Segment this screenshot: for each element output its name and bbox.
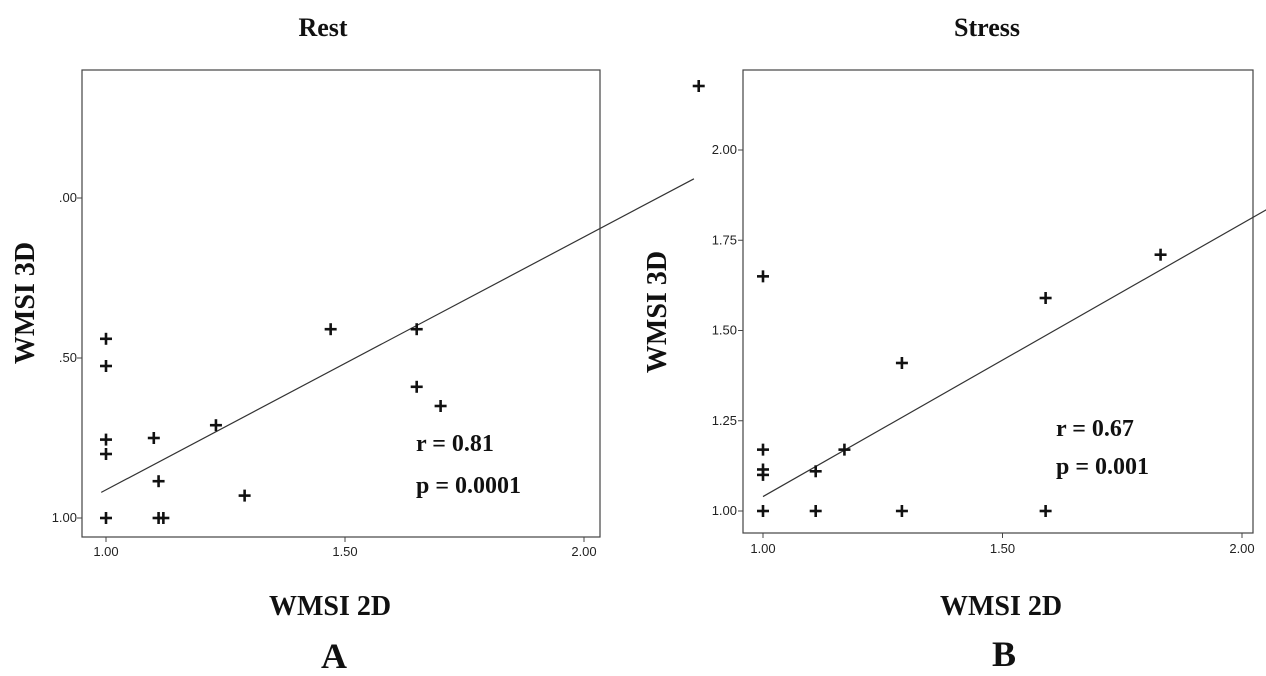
- panel-letter: A: [321, 636, 347, 676]
- y-tick-label: .50: [59, 350, 77, 365]
- x-tick-label: 1.50: [332, 544, 357, 559]
- data-point: [157, 512, 170, 524]
- y-tick-label: 1.00: [712, 503, 737, 518]
- tick-layer: 1.00 1.50 2.00 1.00 .50 .00: [52, 190, 597, 559]
- y-tick-label: 1.50: [712, 323, 737, 338]
- y-tick-label: 1.25: [712, 413, 737, 428]
- data-point: [238, 489, 251, 502]
- panel-letter: B: [992, 634, 1016, 674]
- data-point: [692, 80, 705, 92]
- fit-line-layer: [762, 209, 1266, 498]
- x-tick-label: 1.00: [93, 544, 118, 559]
- r-annotation: r = 0.81: [416, 431, 494, 457]
- regression-line: [100, 178, 695, 493]
- data-point: [1154, 248, 1167, 261]
- p-annotation: p = 0.001: [1056, 454, 1149, 480]
- y-tick-label: 1.00: [52, 510, 77, 525]
- data-point: [757, 270, 769, 283]
- y-axis-label: WMSI 3D: [10, 242, 41, 364]
- data-point: [1039, 505, 1052, 517]
- y-tick-label: 2.00: [712, 142, 737, 157]
- data-point: [147, 432, 160, 444]
- plot-frame: [742, 69, 1254, 534]
- data-point: [757, 443, 769, 456]
- x-tick-label: 1.00: [750, 541, 775, 556]
- data-point: [757, 463, 769, 476]
- fit-line-layer: [100, 178, 695, 493]
- data-point: [838, 443, 851, 456]
- data-point: [809, 505, 822, 517]
- panel-stress: Stress 1.00 1.50 2.001.001.251.501.752.00 …: [642, 13, 1266, 674]
- data-point: [1039, 292, 1052, 305]
- regression-line: [762, 209, 1266, 498]
- tick-layer: 1.00 1.50 2.00 1.00 1.25 1.50 1.75 2.00: [712, 142, 1255, 556]
- data-point: [434, 400, 447, 412]
- data-point: [100, 433, 112, 446]
- y-tick-label: 1.75: [712, 232, 737, 247]
- x-tick-label: 1.50: [990, 541, 1015, 556]
- data-point: [152, 475, 165, 488]
- x-tick-label: 2.00: [1229, 541, 1254, 556]
- data-point: [757, 505, 769, 517]
- data-point: [895, 505, 908, 517]
- r-annotation: r = 0.67: [1056, 416, 1134, 442]
- data-point: [209, 419, 222, 432]
- panel-title: Stress: [954, 13, 1020, 42]
- data-point: [809, 465, 822, 478]
- panel-title: Rest: [298, 13, 347, 42]
- data-point-layer: [757, 248, 1167, 517]
- data-point-layer: [100, 80, 705, 524]
- data-point: [100, 512, 112, 524]
- panel-rest: Rest 1.00 1.50 2.00 1.00 .50 .00 r = 0.81 p =…: [10, 13, 705, 676]
- data-point: [100, 332, 112, 345]
- x-axis-label: WMSI 2D: [940, 591, 1062, 622]
- y-tick-label: .00: [59, 190, 77, 205]
- y-axis-label: WMSI 3D: [642, 251, 673, 373]
- data-point: [895, 356, 908, 369]
- plot-frame: [81, 69, 601, 538]
- data-point: [100, 448, 112, 460]
- data-point: [100, 360, 112, 372]
- data-point: [410, 380, 423, 393]
- x-tick-label: 2.00: [571, 544, 596, 559]
- p-annotation: p = 0.0001: [416, 473, 521, 499]
- x-axis-label: WMSI 2D: [269, 591, 391, 622]
- data-point: [410, 323, 423, 336]
- data-point: [324, 323, 337, 336]
